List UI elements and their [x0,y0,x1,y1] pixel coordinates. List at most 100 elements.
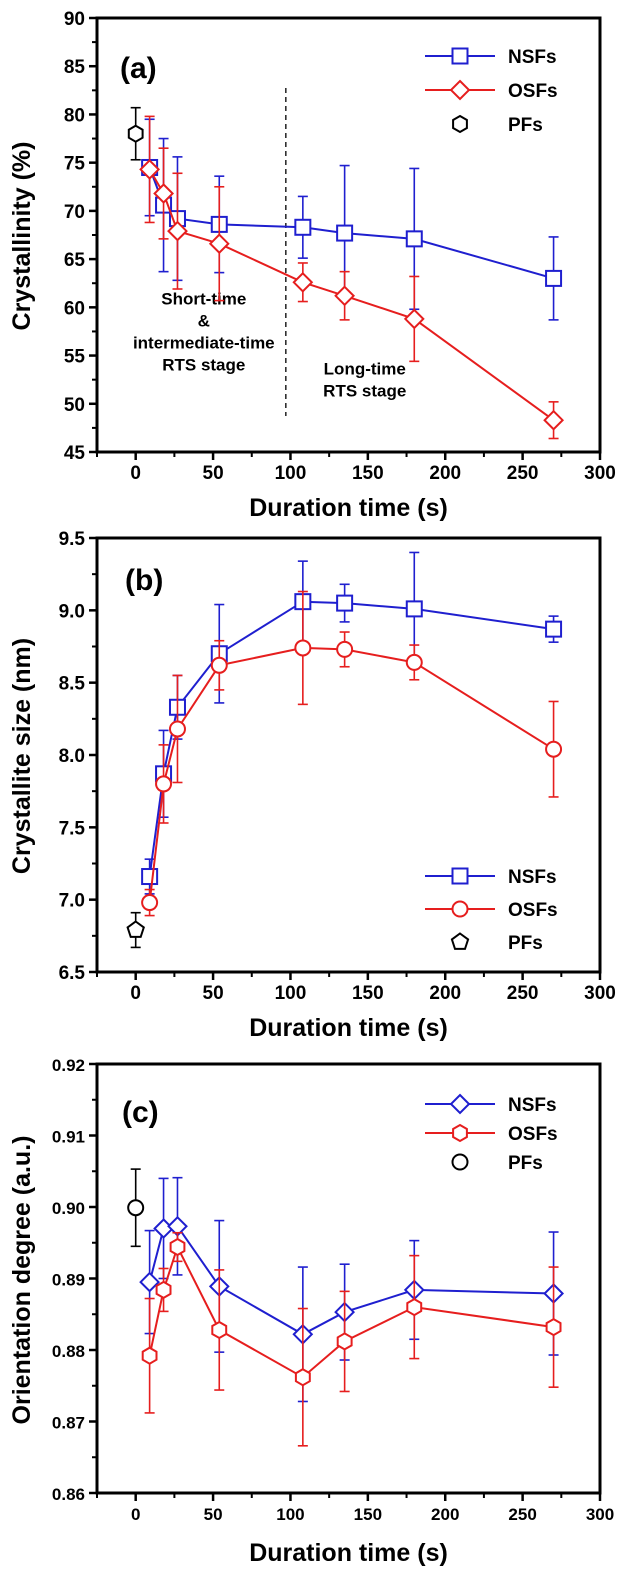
legend-marker [452,1123,468,1143]
chart-panel-3: 0 50 100 150 200 250 300 0.86 0.87 0.88 0.89 0.90 0.… [8,1056,614,1567]
data-point [334,285,356,307]
data-point [126,920,145,938]
data-point [169,1237,186,1257]
legend: NSFs OSFs PFs [425,1093,558,1174]
chart-panel-1: 0 50 100 150 200 250 300 45 50 55 60 65 70 75 80 85 90 Du… [8,9,616,522]
y-tick-label: 50 [64,395,85,416]
series-osfs [141,590,563,917]
data-point [141,894,159,912]
data-point [294,639,312,657]
annotation-text: Long-time [324,360,406,379]
data-point [127,1199,145,1217]
y-tick-label: 9.5 [59,529,86,550]
y-axis-label: Orientation degree (a.u.) [8,1136,36,1425]
legend: NSFs OSFs PFs [425,47,558,136]
series-nsfs [141,551,563,895]
legend-marker [450,932,470,950]
data-point [127,124,144,143]
y-tick-label: 9.0 [59,601,85,622]
x-tick-label: 100 [275,983,307,1004]
data-point [545,1317,562,1337]
series-pfs [127,1168,145,1248]
y-tick-label: 85 [64,57,86,78]
x-tick-label: 0 [131,1505,140,1524]
data-point [292,271,314,293]
data-point [210,656,228,674]
data-point [403,308,425,330]
x-tick-label: 100 [276,1505,304,1524]
legend-label: PFs [508,1153,543,1174]
x-tick-label: 250 [507,983,539,1004]
y-tick-label: 75 [64,154,86,175]
data-point [168,720,186,738]
annotation-text: intermediate-time [133,333,275,352]
panel-label: (c) [122,1096,159,1129]
annotation-text: RTS stage [162,355,245,374]
data-point [336,640,354,658]
y-tick-label: 55 [64,347,86,368]
legend-marker [452,114,468,134]
data-point [141,868,159,886]
data-point [405,230,423,248]
y-tick-label: 80 [64,105,85,126]
legend-label: NSFs [508,1095,557,1116]
x-tick-label: 250 [507,463,539,484]
x-axis-label: Duration time (s) [249,1539,448,1567]
data-point [294,1368,311,1387]
series-osfs [141,1231,562,1447]
legend-label: OSFs [508,900,558,921]
data-point [155,775,173,793]
legend-label: NSFs [508,867,557,888]
x-tick-label: 100 [275,463,307,484]
legend-marker [451,1153,469,1171]
legend-marker [451,47,469,65]
series-line [148,167,554,280]
x-tick-label: 200 [429,463,461,484]
x-tick-label: 200 [431,1505,459,1524]
annotation-text: Short-time [161,289,246,308]
data-point [208,233,230,255]
legend-label: OSFs [508,1124,558,1145]
y-tick-label: 8.0 [59,746,85,767]
data-point [294,218,312,236]
x-tick-label: 150 [354,1505,382,1524]
data-point [405,600,423,618]
data-point [543,409,565,431]
y-tick-label: 45 [64,443,86,464]
x-tick-label: 0 [130,463,141,484]
x-tick-label: 150 [352,463,384,484]
panel-label: (a) [120,52,157,85]
legend-marker [451,867,469,885]
legend-label: NSFs [508,47,557,68]
y-tick-label: 0.92 [52,1056,85,1075]
y-tick-label: 0.86 [52,1485,85,1504]
series-pfs [126,911,145,949]
data-point [336,224,354,242]
legend: NSFs OSFs PFs [425,867,558,954]
y-tick-label: 90 [64,9,85,30]
y-axis-label: Crystallite size (nm) [8,638,36,874]
y-tick-label: 6.5 [59,963,86,984]
x-tick-label: 300 [584,983,616,1004]
x-tick-label: 250 [508,1505,536,1524]
x-axis-label: Duration time (s) [249,494,448,522]
data-point [406,1297,423,1317]
y-tick-label: 0.91 [52,1128,85,1147]
y-tick-label: 60 [64,298,85,319]
legend-marker [449,1093,471,1115]
x-tick-label: 50 [203,463,224,484]
data-point [153,183,175,204]
data-point [336,1332,353,1351]
x-tick-label: 200 [429,983,461,1004]
series-osfs [139,115,565,440]
y-tick-label: 8.5 [59,674,86,695]
data-point [545,740,563,758]
data-point [336,594,354,612]
chart-panel-2: 0 50 100 150 200 250 300 6.5 7.0 7.5 8.0 8.5 9.0 9.5 D… [8,529,616,1042]
data-point [211,1320,228,1340]
legend-label: OSFs [508,81,558,102]
legend-marker [449,79,471,101]
y-tick-label: 70 [64,202,85,223]
x-axis-label: Duration time (s) [249,1014,448,1042]
